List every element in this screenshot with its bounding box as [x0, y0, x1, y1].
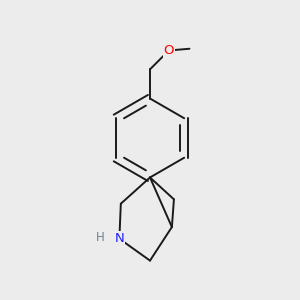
Text: O: O	[164, 44, 174, 57]
Text: H: H	[96, 230, 105, 244]
Text: N: N	[115, 232, 124, 245]
